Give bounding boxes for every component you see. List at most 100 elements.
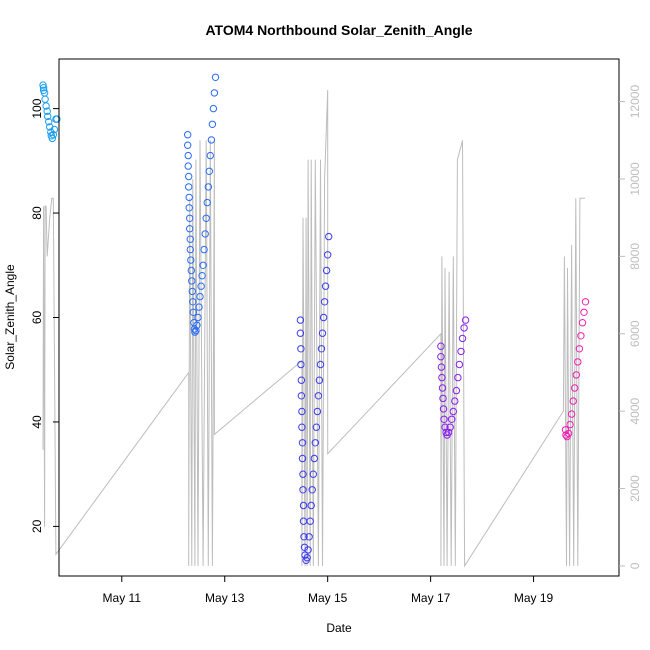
data-point bbox=[303, 554, 311, 562]
data-point bbox=[311, 439, 319, 447]
data-point bbox=[309, 470, 317, 478]
data-point bbox=[308, 486, 316, 494]
data-point bbox=[315, 376, 324, 384]
data-point bbox=[297, 376, 306, 384]
plot-frame bbox=[58, 58, 620, 577]
data-point bbox=[186, 214, 194, 223]
data-point bbox=[296, 316, 305, 324]
data-point bbox=[190, 325, 199, 333]
data-point bbox=[211, 73, 220, 82]
data-point bbox=[318, 329, 327, 337]
x-tick-label: May 17 bbox=[411, 591, 451, 605]
y2-tick-label: 6000 bbox=[628, 320, 642, 347]
data-point bbox=[186, 235, 195, 243]
data-point bbox=[39, 84, 48, 92]
data-point bbox=[203, 198, 211, 207]
data-point bbox=[205, 167, 214, 176]
data-point bbox=[455, 360, 464, 369]
data-point bbox=[208, 120, 217, 129]
data-point bbox=[313, 407, 322, 416]
data-point bbox=[454, 373, 462, 382]
data-point bbox=[195, 303, 203, 311]
data-point bbox=[312, 423, 321, 431]
data-point bbox=[319, 313, 328, 322]
data-point bbox=[577, 332, 585, 340]
data-point bbox=[187, 256, 195, 264]
data-point bbox=[567, 410, 576, 418]
data-point bbox=[209, 104, 218, 113]
data-point bbox=[192, 326, 200, 335]
data-point bbox=[299, 517, 308, 525]
y2-tick-label: 4000 bbox=[628, 397, 642, 424]
data-point bbox=[325, 232, 333, 241]
series-day-3 bbox=[296, 232, 333, 564]
data-point bbox=[188, 287, 197, 296]
series-day-4 bbox=[437, 316, 470, 439]
x-axis-label: Date bbox=[326, 621, 352, 635]
data-point bbox=[45, 118, 53, 126]
data-point bbox=[49, 131, 57, 139]
y-axis-label: Solar_Zenith_Angle bbox=[3, 264, 17, 370]
data-point bbox=[44, 112, 52, 121]
y-tick-label: 80 bbox=[30, 206, 44, 220]
data-point bbox=[194, 313, 202, 322]
series-day-5 bbox=[561, 298, 590, 441]
data-point bbox=[53, 115, 61, 123]
data-point bbox=[324, 251, 332, 259]
data-point bbox=[437, 363, 446, 371]
y-tick-label: 100 bbox=[30, 98, 44, 118]
data-point bbox=[191, 328, 199, 336]
data-point bbox=[437, 342, 445, 350]
data-point bbox=[299, 486, 307, 494]
data-point bbox=[458, 334, 467, 343]
secondary-trace-layer bbox=[42, 89, 585, 568]
data-point bbox=[184, 151, 192, 160]
data-point bbox=[186, 225, 194, 233]
data-point bbox=[439, 394, 447, 403]
data-point bbox=[305, 533, 313, 541]
points-layer bbox=[39, 73, 590, 564]
data-point bbox=[307, 501, 315, 510]
x-tick-label: May 15 bbox=[308, 591, 348, 605]
data-point bbox=[197, 282, 205, 290]
data-point bbox=[297, 360, 305, 369]
data-point bbox=[448, 415, 456, 423]
data-point bbox=[206, 151, 215, 160]
data-point bbox=[310, 454, 318, 463]
data-point bbox=[41, 95, 49, 103]
data-point bbox=[578, 319, 587, 327]
data-point bbox=[438, 384, 447, 392]
y2-tick-label: 12000 bbox=[628, 85, 642, 119]
data-point bbox=[316, 360, 325, 369]
data-point bbox=[186, 245, 195, 254]
data-point bbox=[306, 517, 314, 525]
data-point bbox=[42, 102, 50, 110]
data-point bbox=[321, 282, 330, 290]
data-point bbox=[187, 266, 196, 275]
data-point bbox=[317, 345, 326, 353]
y2-tick-label: 10000 bbox=[628, 162, 642, 196]
data-point bbox=[298, 407, 306, 416]
data-point bbox=[185, 193, 193, 202]
data-point bbox=[184, 141, 192, 149]
data-point bbox=[50, 125, 59, 134]
data-point bbox=[449, 407, 457, 416]
data-point bbox=[322, 266, 331, 275]
y2-tick-label: 0 bbox=[628, 562, 642, 569]
data-point bbox=[304, 546, 312, 554]
data-point bbox=[320, 298, 329, 306]
chart-title: ATOM4 Northbound Solar_Zenith_Angle bbox=[205, 22, 472, 38]
data-point bbox=[571, 384, 579, 392]
data-point bbox=[297, 345, 305, 353]
y-axis-left: 20 40 60 80 100 bbox=[30, 98, 59, 533]
data-point bbox=[444, 428, 453, 437]
data-point bbox=[314, 392, 323, 400]
data-point bbox=[188, 277, 196, 285]
data-point bbox=[189, 308, 198, 316]
y-tick-label: 60 bbox=[30, 311, 44, 325]
data-point bbox=[196, 292, 204, 301]
data-point bbox=[185, 204, 193, 212]
data-point bbox=[572, 371, 580, 379]
y-tick-label: 20 bbox=[30, 519, 44, 533]
